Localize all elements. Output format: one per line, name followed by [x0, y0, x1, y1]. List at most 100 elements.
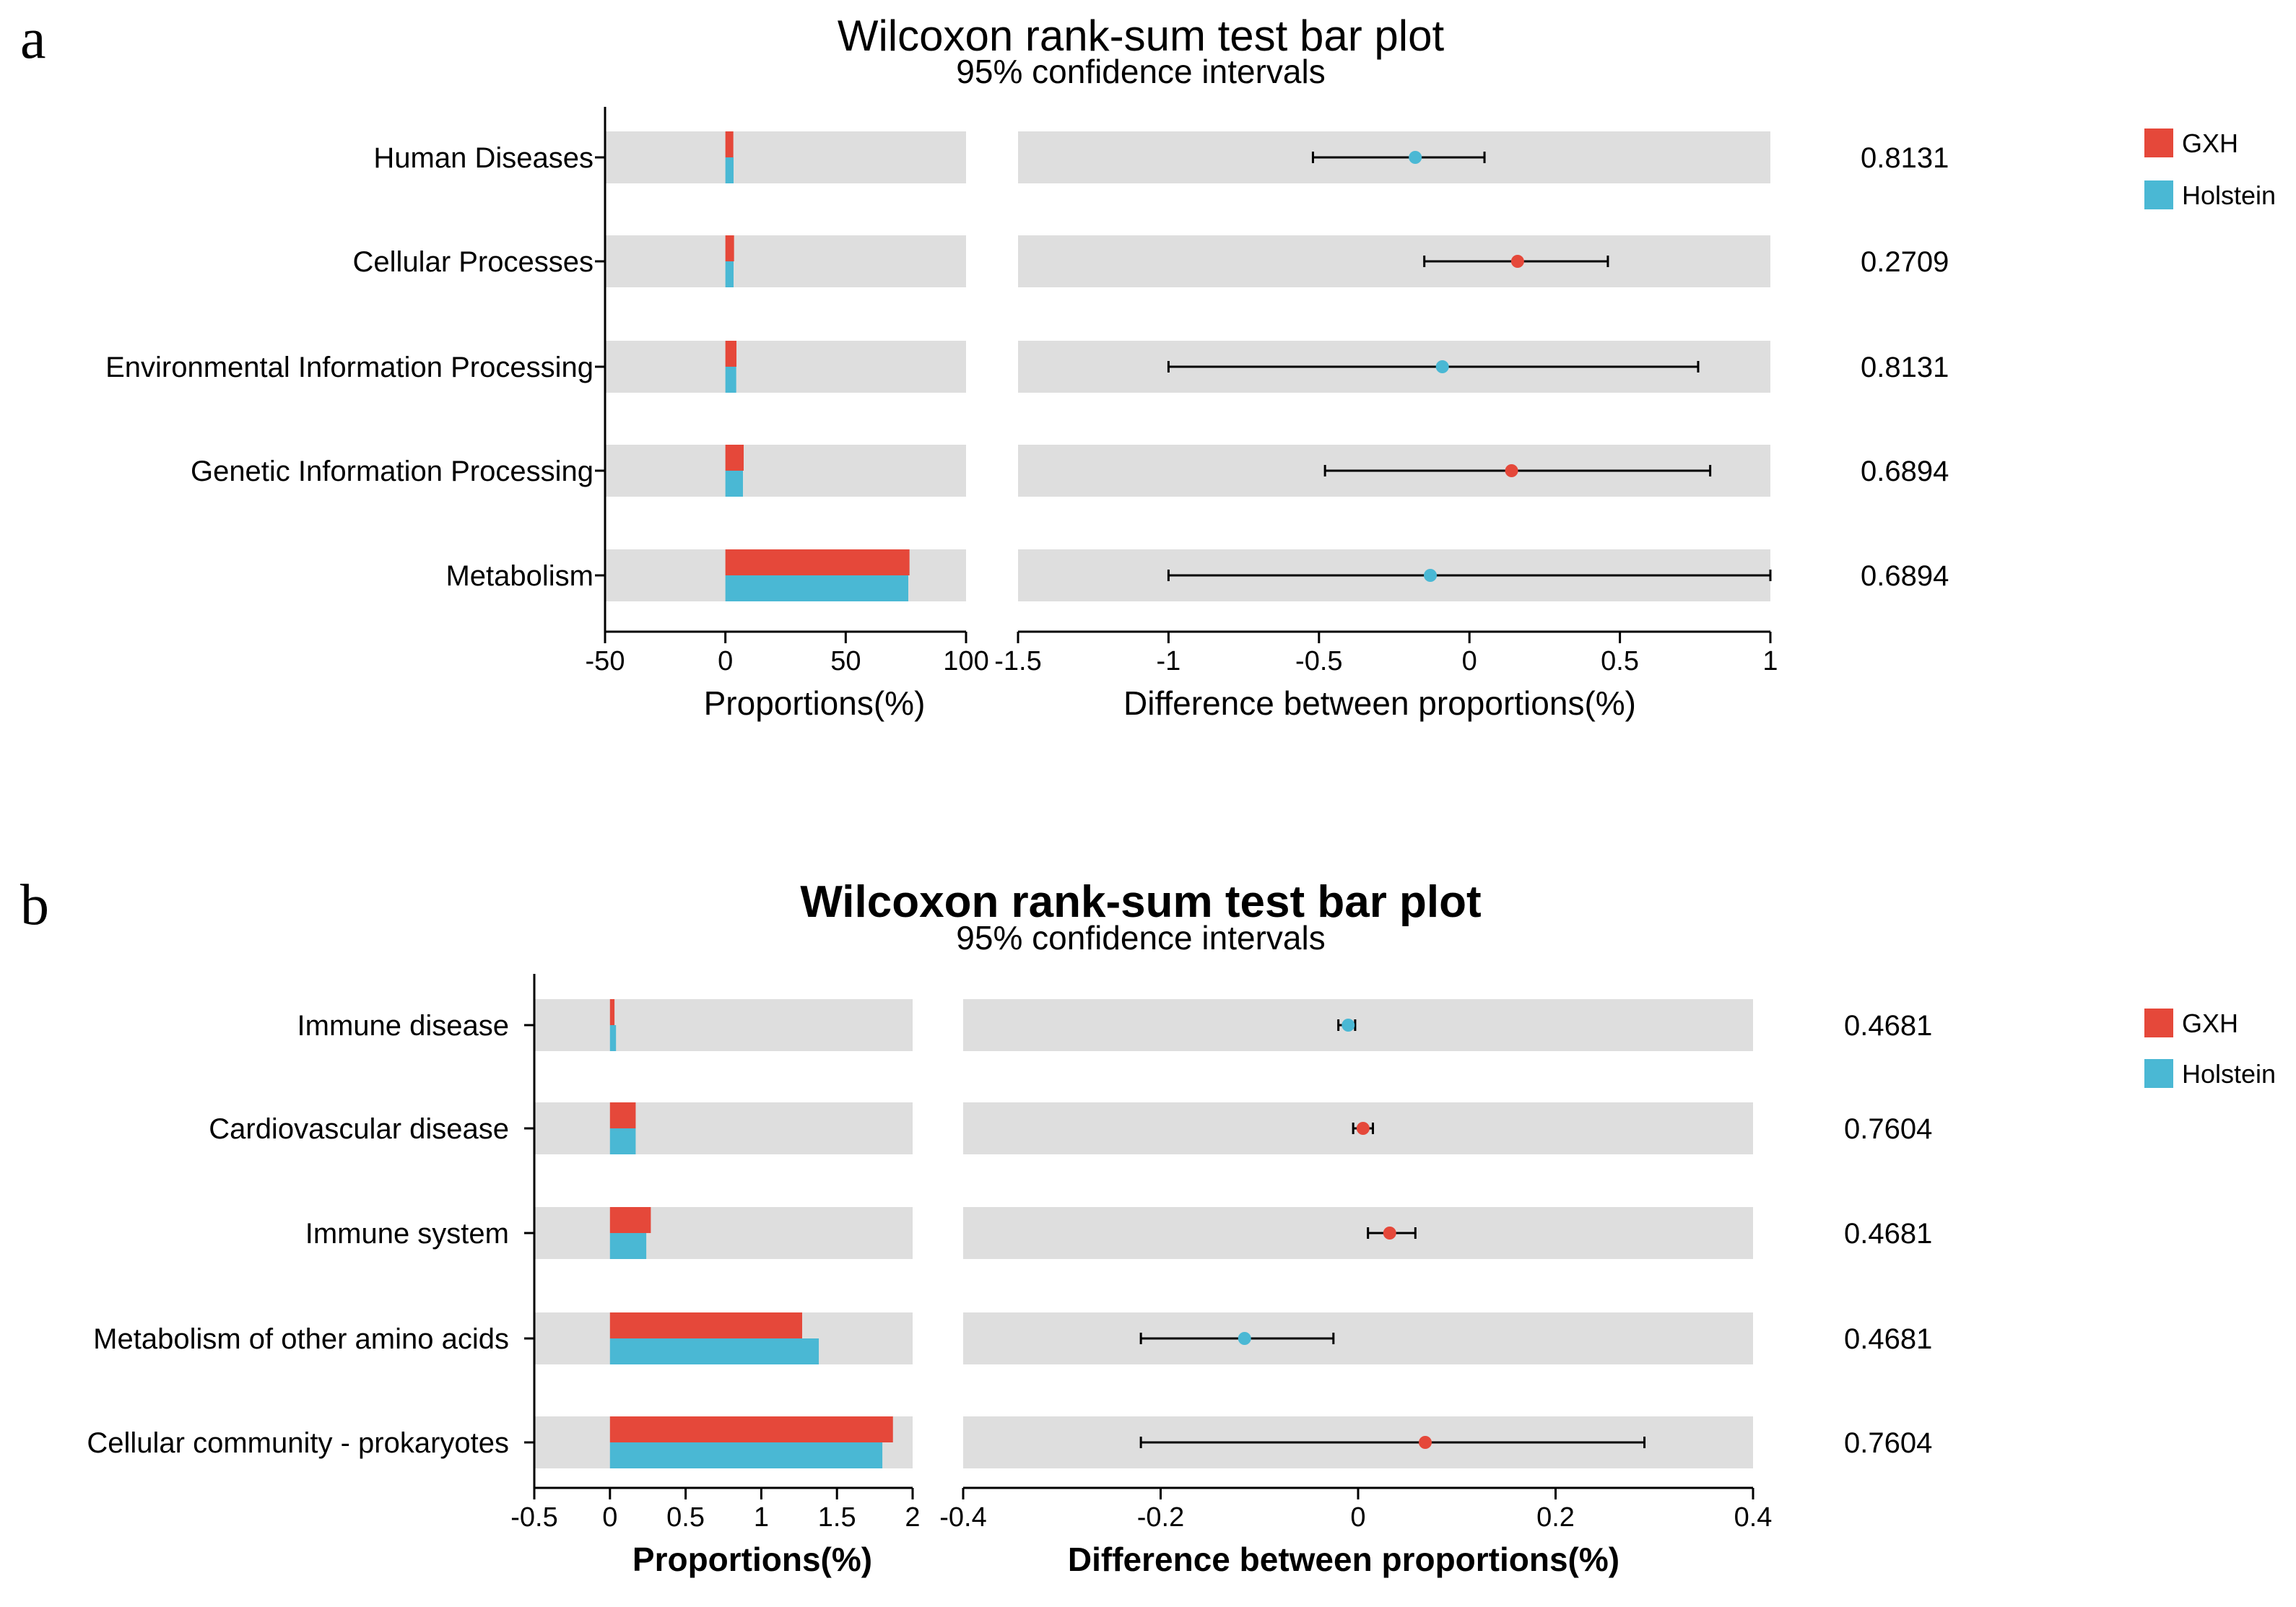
- diff-background-band: [963, 1312, 1753, 1364]
- bar-gxh: [609, 999, 615, 1025]
- category-label: Genetic Information Processing: [191, 456, 593, 487]
- category-row: Metabolism 0.6894: [445, 549, 1949, 601]
- bar-x-axis-label: Proportions(%): [632, 1541, 872, 1578]
- diff-estimate-point: [1418, 1436, 1432, 1449]
- legend-swatch-holstein: [2144, 1059, 2173, 1088]
- diff-x-tick-label: -0.4: [939, 1502, 986, 1533]
- bar-x-tick-label: 0: [718, 646, 733, 676]
- p-value: 0.4681: [1844, 1010, 1932, 1042]
- bar-background-band: [605, 235, 966, 287]
- p-value: 0.2709: [1861, 246, 1949, 278]
- diff-x-tick-label: 0.2: [1536, 1502, 1575, 1533]
- bar-holstein: [609, 1338, 819, 1364]
- bar-gxh: [609, 1416, 893, 1442]
- panel-letter: b: [20, 874, 49, 937]
- diff-estimate-point: [1238, 1332, 1251, 1345]
- bar-holstein: [609, 1233, 647, 1259]
- category-label: Immune system: [305, 1218, 509, 1250]
- diff-x-tick-label: -0.2: [1137, 1502, 1184, 1533]
- legend-swatch-gxh: [2144, 1009, 2173, 1037]
- p-value: 0.6894: [1861, 456, 1949, 487]
- bar-background-band: [534, 1207, 913, 1259]
- legend-label: GXH: [2182, 1009, 2238, 1038]
- category-row: Genetic Information Processing 0.6894: [191, 445, 1949, 497]
- bar-holstein: [725, 471, 743, 497]
- bar-x-tick-label: -0.5: [510, 1502, 557, 1533]
- bar-holstein: [609, 1442, 883, 1468]
- category-label: Metabolism: [445, 560, 593, 592]
- diff-x-tick-label: -0.5: [1295, 646, 1342, 676]
- diff-x-tick-label: -1: [1157, 646, 1181, 676]
- bar-gxh: [725, 131, 734, 157]
- diff-estimate-point: [1435, 360, 1449, 373]
- p-value: 0.7604: [1844, 1427, 1932, 1459]
- category-label: Human Diseases: [373, 142, 593, 174]
- diff-background-band: [963, 999, 1753, 1051]
- bar-background-band: [605, 341, 966, 393]
- diff-estimate-point: [1341, 1019, 1355, 1032]
- legend: GXH Holstein: [2144, 129, 2276, 210]
- category-row: Environmental Information Processing 0.81…: [105, 341, 1949, 393]
- category-label: Immune disease: [297, 1010, 509, 1042]
- category-label: Cardiovascular disease: [209, 1113, 509, 1145]
- diff-x-tick-label: 0: [1462, 646, 1477, 676]
- p-value: 0.4681: [1844, 1323, 1932, 1355]
- bar-x-tick-label: 100: [943, 646, 988, 676]
- bar-holstein: [725, 575, 908, 601]
- bar-x-tick-label: 0.5: [666, 1502, 705, 1533]
- bar-background-band: [534, 999, 913, 1051]
- bar-gxh: [725, 445, 744, 471]
- bar-x-tick-label: 2: [905, 1502, 920, 1533]
- category-label: Cellular Processes: [353, 246, 593, 278]
- legend-label: Holstein: [2182, 180, 2276, 210]
- bar-holstein: [725, 157, 734, 183]
- category-label: Metabolism of other amino acids: [93, 1323, 509, 1355]
- diff-background-band: [963, 1207, 1753, 1259]
- p-value: 0.8131: [1861, 352, 1949, 383]
- legend: GXH Holstein: [2144, 1009, 2276, 1089]
- diff-estimate-point: [1383, 1227, 1396, 1240]
- chart-title: Wilcoxon rank-sum test bar plot: [800, 877, 1481, 927]
- bar-holstein: [609, 1025, 617, 1051]
- legend-label: Holstein: [2182, 1059, 2276, 1089]
- category-row: Cellular community - prokaryotes 0.7604: [87, 1416, 1932, 1468]
- bar-x-tick-label: 0: [602, 1502, 617, 1533]
- bar-background-band: [605, 445, 966, 497]
- category-label: Cellular community - prokaryotes: [87, 1427, 509, 1459]
- diff-estimate-point: [1505, 464, 1518, 477]
- bar-gxh: [609, 1312, 802, 1338]
- chart-subtitle: 95% confidence intervals: [956, 53, 1325, 90]
- bar-x-tick-label: 50: [830, 646, 861, 676]
- category-label: Environmental Information Processing: [105, 352, 593, 383]
- bar-gxh: [609, 1102, 636, 1128]
- bar-x-tick-label: 1: [754, 1502, 769, 1533]
- bar-gxh: [725, 341, 736, 367]
- bar-gxh: [725, 235, 734, 261]
- chart-subtitle: 95% confidence intervals: [956, 919, 1325, 957]
- bar-gxh: [609, 1207, 651, 1233]
- panel-letter: a: [20, 7, 46, 71]
- category-row: Immune disease 0.4681: [297, 999, 1932, 1051]
- bar-background-band: [534, 1102, 913, 1154]
- category-row: Human Diseases 0.8131: [373, 131, 1949, 183]
- diff-estimate-point: [1424, 569, 1438, 582]
- diff-estimate-point: [1356, 1122, 1370, 1135]
- category-row: Immune system 0.4681: [305, 1207, 1932, 1259]
- diff-background-band: [1018, 235, 1770, 287]
- diff-x-axis-label: Difference between proportions(%): [1123, 684, 1636, 722]
- bar-x-tick-label: 1.5: [818, 1502, 856, 1533]
- diff-x-tick-label: -1.5: [994, 646, 1041, 676]
- p-value: 0.4681: [1844, 1218, 1932, 1250]
- category-row: Cardiovascular disease 0.7604: [209, 1102, 1932, 1154]
- bar-holstein: [725, 261, 734, 287]
- diff-estimate-point: [1409, 151, 1422, 164]
- bar-holstein: [725, 367, 736, 393]
- bar-background-band: [605, 131, 966, 183]
- bar-x-tick-label: -50: [586, 646, 625, 676]
- bar-x-axis-label: Proportions(%): [704, 684, 926, 722]
- legend-label: GXH: [2182, 129, 2238, 158]
- legend-swatch-gxh: [2144, 129, 2173, 157]
